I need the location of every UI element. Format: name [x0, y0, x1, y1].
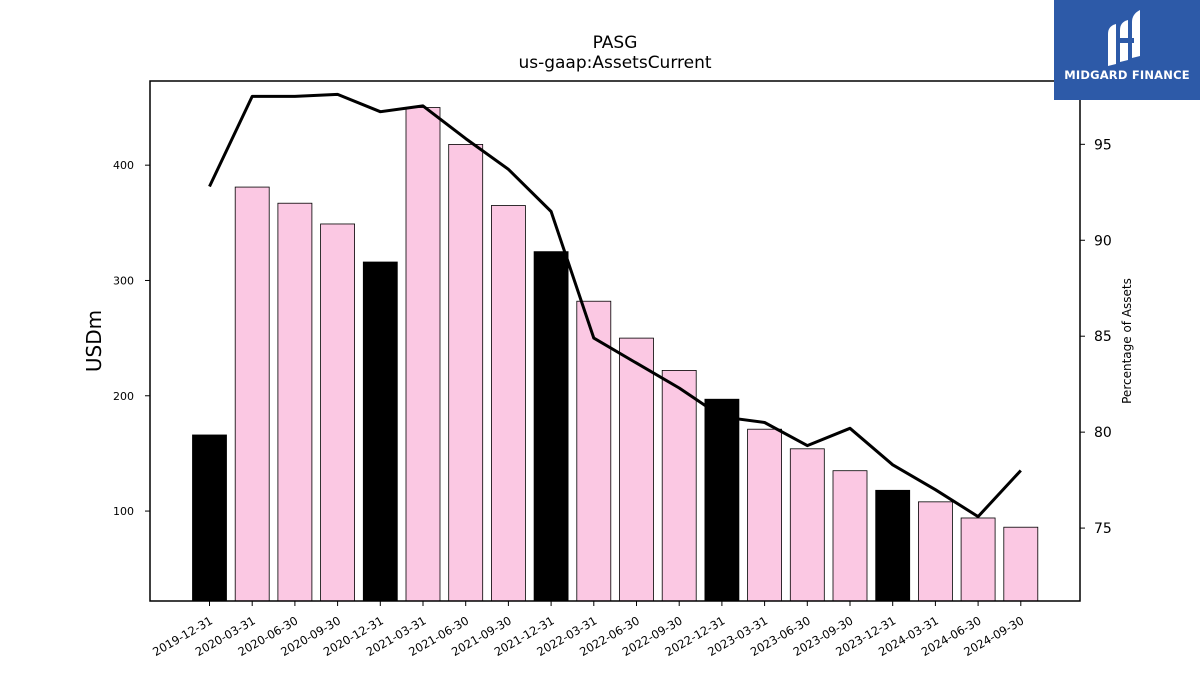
left-tick-label: 100 [113, 505, 134, 518]
bar [277, 202, 313, 602]
right-tick-label: 75 [1094, 521, 1112, 537]
bar [960, 517, 996, 602]
right-tick-label: 85 [1094, 329, 1112, 345]
bar [661, 370, 697, 602]
bar [448, 144, 484, 602]
y-axis-label-right: Percentage of Assets [1120, 278, 1134, 404]
bar [234, 186, 270, 602]
bar [362, 261, 398, 602]
bar [918, 501, 953, 602]
left-tick-label: 400 [113, 159, 134, 172]
left-tick-label: 200 [113, 390, 134, 403]
right-tick-label: 80 [1094, 425, 1112, 441]
logo-mark-icon [1108, 10, 1140, 66]
left-tick-label: 300 [113, 274, 134, 287]
bar [832, 470, 868, 602]
right-tick-label: 90 [1094, 233, 1112, 249]
bar [192, 434, 227, 602]
y-axis-label-left: USDm [82, 310, 106, 372]
logo-text: MIDGARD FINANCE [1064, 68, 1190, 82]
brand-logo: MIDGARD FINANCE [1054, 0, 1200, 100]
bar [405, 107, 441, 602]
bar [576, 300, 612, 602]
bar [320, 223, 356, 602]
plot-frame [149, 80, 1081, 602]
bar [789, 448, 825, 602]
bar [533, 251, 569, 602]
bar [704, 398, 740, 602]
chart-subtitle: us-gaap:AssetsCurrent [518, 53, 711, 73]
bar [1003, 526, 1039, 602]
right-tick-label: 95 [1094, 137, 1112, 153]
bar [747, 428, 782, 602]
chart-title: PASG [593, 33, 638, 53]
right-axis: 75 80 85 90 95 [1080, 137, 1112, 537]
left-axis: 100 200 300 400 [113, 159, 150, 518]
line-layer [208, 92, 1022, 519]
bars-layer [192, 107, 1039, 602]
bar [619, 337, 654, 602]
x-axis: 2019-12-312020-03-312020-06-302020-09-30… [150, 601, 1026, 659]
bar [875, 489, 911, 602]
percentage-line [208, 92, 1022, 519]
bar [490, 205, 526, 602]
